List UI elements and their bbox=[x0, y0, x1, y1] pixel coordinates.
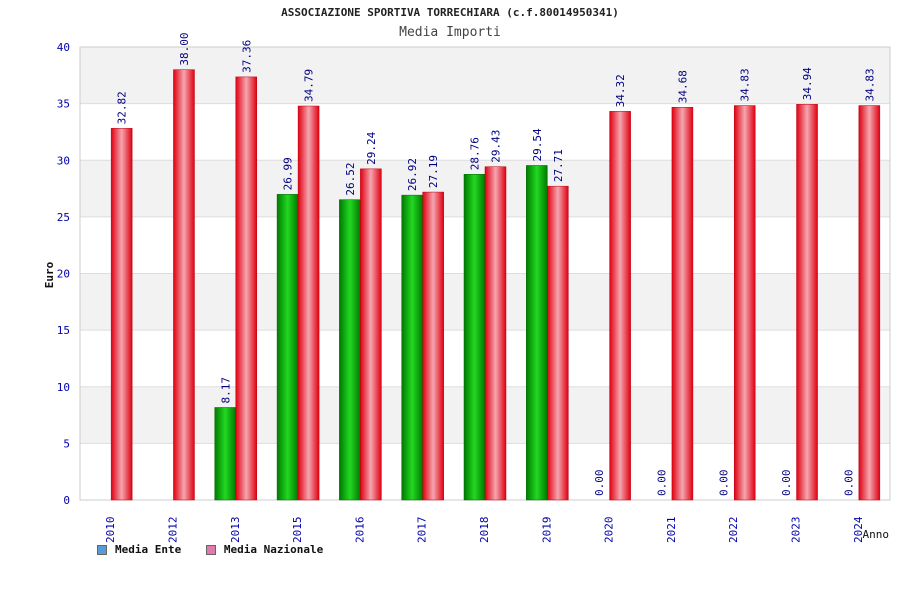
data-label-media-ente: 28.76 bbox=[469, 137, 482, 170]
y-tick-label: 30 bbox=[57, 154, 70, 167]
y-tick-label: 10 bbox=[57, 381, 70, 394]
data-label-media-nazionale: 34.83 bbox=[863, 68, 876, 101]
bar-media-nazionale bbox=[547, 185, 569, 501]
bar-media-nazionale bbox=[173, 69, 195, 501]
x-tick-label: 2024 bbox=[852, 516, 865, 543]
legend-item-media-ente: Media Ente bbox=[97, 543, 181, 556]
bar-media-nazionale bbox=[858, 105, 881, 501]
y-tick-label: 20 bbox=[57, 268, 70, 281]
x-tick-label: 2013 bbox=[229, 517, 242, 544]
bar-media-ente bbox=[401, 194, 423, 501]
bar-media-ente bbox=[463, 174, 486, 501]
y-axis-label: Euro bbox=[43, 261, 56, 288]
data-label-media-ente: 26.92 bbox=[406, 158, 419, 191]
data-label-media-ente: 26.99 bbox=[282, 157, 295, 190]
bar-media-nazionale bbox=[671, 106, 694, 501]
bar-media-ente bbox=[214, 407, 237, 501]
data-label-media-ente: 26.52 bbox=[344, 163, 357, 196]
bar-media-nazionale bbox=[110, 128, 133, 501]
y-tick-label: 35 bbox=[57, 98, 70, 111]
legend: Media Ente Media Nazionale bbox=[97, 543, 341, 558]
bar-media-nazionale bbox=[609, 111, 631, 501]
x-tick-label: 2017 bbox=[416, 517, 429, 544]
x-tick-label: 2012 bbox=[166, 517, 179, 544]
data-label-media-ente: 0.00 bbox=[780, 470, 793, 497]
legend-swatch-media-ente bbox=[97, 544, 107, 555]
y-tick-label: 25 bbox=[57, 211, 70, 224]
x-tick-label: 2022 bbox=[727, 517, 740, 544]
y-tick-label: 15 bbox=[57, 324, 70, 337]
x-axis-label: Anno bbox=[863, 528, 890, 541]
data-label-media-nazionale: 27.19 bbox=[427, 155, 440, 188]
x-tick-label: 2021 bbox=[665, 517, 678, 544]
bar-media-ente bbox=[526, 165, 548, 501]
data-label-media-ente: 0.00 bbox=[655, 470, 668, 497]
data-label-media-ente: 8.17 bbox=[219, 377, 232, 404]
legend-label-media-nazionale: Media Nazionale bbox=[223, 543, 324, 556]
x-tick-label: 2018 bbox=[478, 517, 491, 544]
x-tick-label: 2023 bbox=[790, 517, 803, 544]
x-tick-label: 2019 bbox=[540, 517, 553, 544]
data-label-media-nazionale: 34.94 bbox=[801, 67, 814, 100]
bar-labels-group: 32.82 38.00 8.17 37.36 26.99 34.79 26.52 29.24 2… bbox=[116, 33, 877, 496]
legend-swatch-media-nazionale bbox=[205, 544, 216, 555]
y-tick-label: 0 bbox=[63, 494, 70, 507]
data-label-media-nazionale: 38.00 bbox=[178, 33, 191, 66]
data-label-media-nazionale: 34.68 bbox=[676, 70, 689, 103]
x-tick-label: 2016 bbox=[353, 517, 366, 544]
bar-media-nazionale bbox=[360, 168, 382, 501]
data-label-media-ente: 0.00 bbox=[593, 470, 606, 497]
x-axis: 2010 2012 2013 2015 2016 2017 2018 2019 2020 2021… bbox=[104, 516, 865, 543]
bars-group bbox=[110, 69, 881, 501]
data-label-media-nazionale: 27.71 bbox=[552, 149, 565, 182]
grid-band bbox=[80, 47, 890, 104]
chart-title: ASSOCIAZIONE SPORTIVA TORRECHIARA (c.f.8… bbox=[281, 6, 619, 19]
bar-media-ente bbox=[276, 194, 299, 501]
bar-media-nazionale bbox=[235, 76, 258, 501]
bar-media-nazionale bbox=[297, 105, 320, 501]
x-tick-label: 2020 bbox=[603, 517, 616, 544]
data-label-media-nazionale: 34.79 bbox=[303, 69, 316, 102]
bar-media-nazionale bbox=[796, 104, 818, 501]
data-label-media-nazionale: 32.82 bbox=[116, 91, 129, 124]
x-tick-label: 2015 bbox=[291, 517, 304, 544]
x-tick-label: 2010 bbox=[104, 517, 117, 544]
bar-media-nazionale bbox=[422, 191, 444, 501]
bar-media-ente bbox=[339, 199, 361, 501]
bar-media-nazionale bbox=[733, 105, 756, 501]
legend-label-media-ente: Media Ente bbox=[115, 543, 182, 556]
data-label-media-nazionale: 29.43 bbox=[490, 130, 503, 163]
y-axis: 0 5 10 15 20 25 30 35 40 bbox=[57, 41, 70, 507]
data-label-media-nazionale: 34.83 bbox=[739, 68, 752, 101]
y-tick-label: 40 bbox=[57, 41, 70, 54]
data-label-media-ente: 0.00 bbox=[718, 470, 731, 497]
chart-subtitle: Media Importi bbox=[399, 25, 501, 40]
data-label-media-ente: 0.00 bbox=[842, 470, 855, 497]
data-label-media-ente: 29.54 bbox=[531, 128, 544, 161]
legend-item-media-nazionale: Media Nazionale bbox=[205, 543, 324, 556]
bar-media-nazionale bbox=[484, 166, 507, 501]
data-label-media-nazionale: 29.24 bbox=[365, 131, 378, 164]
data-label-media-nazionale: 37.36 bbox=[240, 40, 253, 73]
y-tick-label: 5 bbox=[63, 437, 70, 450]
data-label-media-nazionale: 34.32 bbox=[614, 74, 627, 107]
